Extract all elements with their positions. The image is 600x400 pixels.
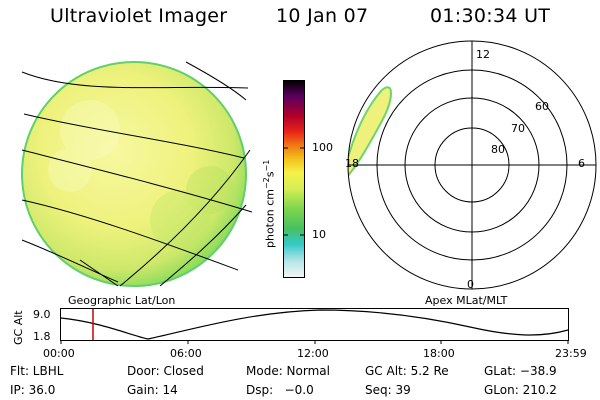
polar-grid	[347, 40, 597, 290]
observation-date: 10 Jan 07	[276, 5, 369, 27]
colorbar-unit-label: photon cm−2s−1	[262, 159, 277, 248]
status-glat: GLat: −38.9	[484, 364, 557, 378]
status-glon: GLon: 210.2	[484, 383, 557, 397]
status-door: Door: Closed	[127, 364, 204, 378]
status-mode: Mode: Normal	[246, 364, 330, 378]
timeline-y-tick-1-8: 1.8	[33, 330, 51, 343]
timeline-axis-title: GC Alt	[12, 310, 25, 345]
status-panel: Flt: LBHL Door: Closed Mode: Normal GC A…	[0, 360, 600, 400]
timeline-x-ticks	[60, 340, 569, 344]
colorbar-tick-100: 100	[312, 141, 333, 154]
status-filter: Flt: LBHL	[10, 364, 64, 378]
mlt-label-6: 6	[578, 157, 585, 170]
timeline-x-tick-0000: 00:00	[43, 347, 75, 360]
polar-mlat-mlt-plot: 12 18 6 0 60 70 80	[345, 40, 597, 291]
timeline-y-tick-9: 9.0	[33, 308, 51, 321]
status-seq: Seq: 39	[365, 383, 411, 397]
lat-lon-grid	[21, 61, 253, 287]
disk-limb	[21, 61, 247, 287]
mlt-label-18: 18	[345, 157, 359, 170]
altitude-curve	[60, 309, 569, 340]
instrument-title: Ultraviolet Imager	[50, 5, 228, 27]
timeline-x-tick-2359: 23:59	[555, 347, 587, 360]
observation-time: 01:30:34 UT	[430, 5, 551, 27]
status-gc-alt: GC Alt: 5.2 Re	[365, 364, 449, 378]
status-dsp: Dsp: −0.0	[246, 383, 314, 397]
auroral-oval-segment	[348, 86, 392, 180]
mlat-label-60: 60	[535, 100, 549, 113]
timeline-x-tick-0600: 06:00	[170, 347, 202, 360]
colorbar-tick-10: 10	[312, 228, 326, 241]
status-ip: IP: 36.0	[10, 383, 56, 397]
mlt-label-12: 12	[476, 48, 490, 61]
mlat-label-80: 80	[491, 143, 505, 156]
disk-texture	[48, 100, 234, 250]
altitude-timeline: 9.0 1.8 GC Alt 00:00 06:00 12:00 18:00 2…	[12, 308, 587, 360]
header: Ultraviolet Imager 10 Jan 07 01:30:34 UT	[0, 0, 600, 40]
geographic-label: Geographic Lat/Lon	[68, 294, 176, 307]
mlt-label-0: 0	[467, 278, 474, 291]
mlat-label-70: 70	[511, 122, 525, 135]
status-gain: Gain: 14	[127, 383, 178, 397]
geographic-image	[21, 61, 253, 287]
timeline-x-tick-1200: 12:00	[297, 347, 329, 360]
color-scale-bar	[283, 80, 305, 278]
apex-label: Apex MLat/MLT	[425, 294, 508, 307]
timeline-x-tick-1800: 18:00	[423, 347, 455, 360]
earth-disk	[22, 62, 246, 286]
